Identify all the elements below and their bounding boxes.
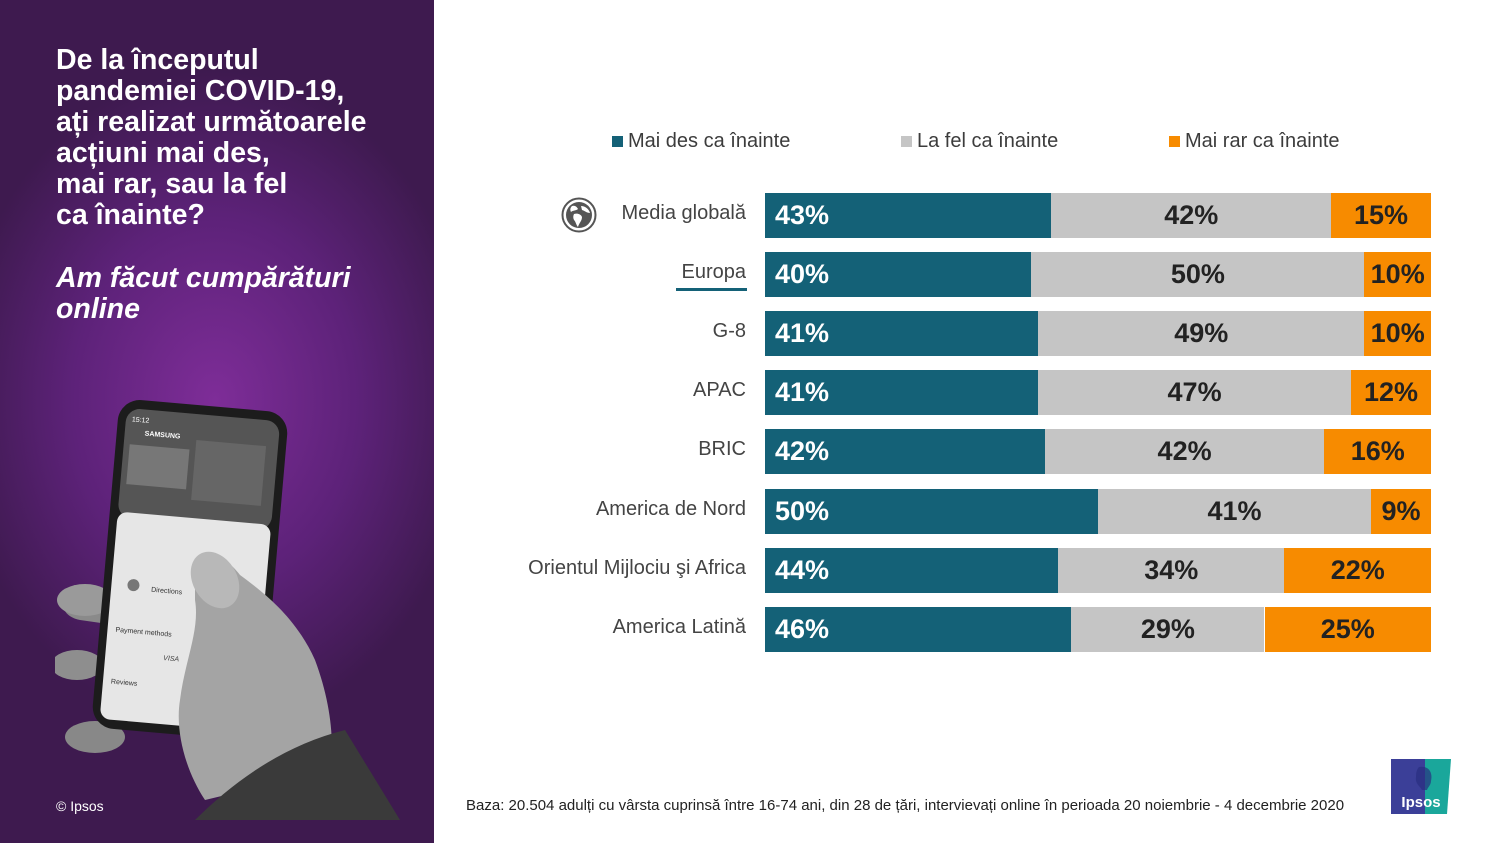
bar-segment-less: 15% xyxy=(1331,193,1431,238)
phone-store-name: SAMSUNG xyxy=(144,431,181,441)
footnote-base: Baza: 20.504 adulți cu vârsta cuprinsă î… xyxy=(466,797,1345,814)
legend-item-same: La fel ca înainte xyxy=(901,130,1058,153)
bar-segment-same: 50% xyxy=(1031,252,1365,298)
bar-segment-same: 34% xyxy=(1058,547,1285,593)
bar-segment-more: 43% xyxy=(765,193,1052,238)
bar-segment-same: 47% xyxy=(1038,370,1352,416)
bar-segment-more: 50% xyxy=(765,488,1098,534)
legend-swatch-less xyxy=(1169,136,1180,147)
hand-shape xyxy=(178,556,332,800)
category-label: G-8 xyxy=(712,320,746,343)
sleeve-shape xyxy=(195,730,400,820)
bar-segment-less: 16% xyxy=(1324,429,1431,475)
chart-legend: Mai des ca înainte La fel ca înainte Mai… xyxy=(0,130,1500,154)
legend-item-more: Mai des ca înainte xyxy=(612,130,790,153)
ipsos-logo-text: Ipsos xyxy=(1401,794,1440,811)
legend-label-less: Mai rar ca înainte xyxy=(1185,130,1340,152)
phone-reviews: Reviews xyxy=(111,679,138,688)
category-highlight-underline xyxy=(676,288,747,292)
globe-icon xyxy=(561,197,597,233)
bar-segment-same: 42% xyxy=(1051,193,1332,238)
bar-segment-same: 42% xyxy=(1044,429,1325,475)
legend-swatch-same xyxy=(901,136,912,147)
bar-segment-same: 49% xyxy=(1038,311,1365,357)
bar-segment-less: 10% xyxy=(1364,311,1431,357)
finger-shape xyxy=(55,650,103,680)
phone-directions: Directions xyxy=(151,587,183,597)
bar-segment-less: 9% xyxy=(1371,488,1431,534)
bar-segment-less: 12% xyxy=(1351,370,1431,416)
legend-swatch-more xyxy=(612,136,623,147)
bar-segment-more: 41% xyxy=(765,370,1039,416)
phone-payment-methods: Payment methods xyxy=(115,627,172,639)
phone-time: 15:12 xyxy=(132,416,150,425)
left-panel: De la începutul pandemiei COVID-19, ați … xyxy=(0,0,434,843)
question-title: De la începutul pandemiei COVID-19, ați … xyxy=(56,44,367,231)
finger-shape xyxy=(57,584,113,616)
bar-segment-more: 41% xyxy=(765,311,1039,357)
bar-segment-less: 10% xyxy=(1364,252,1431,298)
copyright-text: © Ipsos xyxy=(56,798,104,814)
thumb-shape xyxy=(190,551,240,609)
legend-item-less: Mai rar ca înainte xyxy=(1169,130,1340,153)
bar-segment-more: 44% xyxy=(765,547,1059,593)
bar-segment-same: 29% xyxy=(1071,606,1265,652)
finger-shape xyxy=(65,721,125,753)
category-label: Orientul Mijlociu şi Africa xyxy=(528,556,746,579)
category-label: Europa xyxy=(681,261,747,284)
category-label: APAC xyxy=(693,379,746,402)
category-label: BRIC xyxy=(698,438,746,461)
category-label: Media globală xyxy=(621,202,746,224)
legend-label-same: La fel ca înainte xyxy=(917,130,1059,152)
bar-segment-less: 25% xyxy=(1264,606,1431,652)
bar-segment-less: 22% xyxy=(1284,547,1431,593)
question-subtitle: Am făcut cumpărături online xyxy=(56,262,351,325)
bar-segment-more: 46% xyxy=(765,606,1072,652)
phone-in-hand-image: 15:12 SAMSUNG Directions Payment methods… xyxy=(55,400,400,820)
bar-segment-more: 40% xyxy=(765,252,1032,298)
category-label: America de Nord xyxy=(595,497,746,520)
bar-segment-same: 41% xyxy=(1098,488,1372,534)
ipsos-logo: Ipsos xyxy=(1391,759,1451,814)
bar-segment-more: 42% xyxy=(765,429,1045,475)
legend-label-more: Mai des ca înainte xyxy=(628,130,791,152)
category-label: America Latină xyxy=(612,615,746,638)
phone-visa: VISA xyxy=(163,655,180,663)
